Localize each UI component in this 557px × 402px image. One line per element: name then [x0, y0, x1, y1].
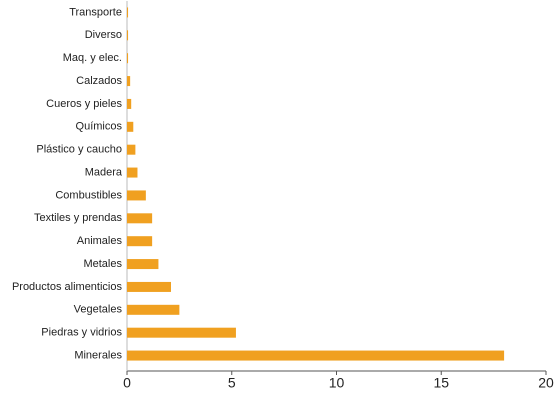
bar: [127, 167, 138, 178]
bar: [127, 259, 159, 270]
bar: [127, 121, 134, 132]
y-tick-label: Piedras y vidrios: [41, 327, 122, 339]
y-tick-label: Vegetales: [74, 304, 123, 316]
y-tick-label: Combustibles: [55, 189, 122, 201]
bar: [127, 98, 132, 109]
x-tick-label: 0: [123, 375, 131, 391]
y-tick-label: Plástico y caucho: [36, 144, 122, 156]
y-tick-label: Transporte: [69, 6, 122, 18]
bar: [127, 53, 129, 64]
bar: [127, 281, 171, 292]
bar: [127, 236, 153, 247]
y-tick-label: Productos alimenticios: [12, 281, 123, 293]
y-tick-label: Cueros y pieles: [46, 98, 122, 110]
x-tick-label: 10: [329, 375, 345, 391]
x-tick-label: 5: [228, 375, 236, 391]
x-tick-label: 15: [433, 375, 449, 391]
y-tick-label: Calzados: [76, 75, 122, 87]
y-tick-label: Madera: [85, 166, 123, 178]
bar: [127, 304, 180, 315]
bar: [127, 190, 146, 201]
bar: [127, 7, 129, 18]
y-tick-label: Químicos: [76, 121, 123, 133]
x-tick-label: 20: [538, 375, 554, 391]
y-tick-label: Animales: [77, 235, 123, 247]
bar: [127, 144, 136, 155]
y-tick-label: Minerales: [74, 349, 122, 361]
bar: [127, 350, 505, 361]
y-tick-label: Diverso: [85, 29, 122, 41]
y-tick-label: Metales: [83, 258, 122, 270]
bar: [127, 213, 153, 224]
y-tick-label: Maq. y elec.: [63, 52, 122, 64]
bar: [127, 76, 131, 87]
bar: [127, 327, 236, 338]
y-tick-label: Textiles y prendas: [34, 212, 123, 224]
bar: [127, 30, 129, 41]
